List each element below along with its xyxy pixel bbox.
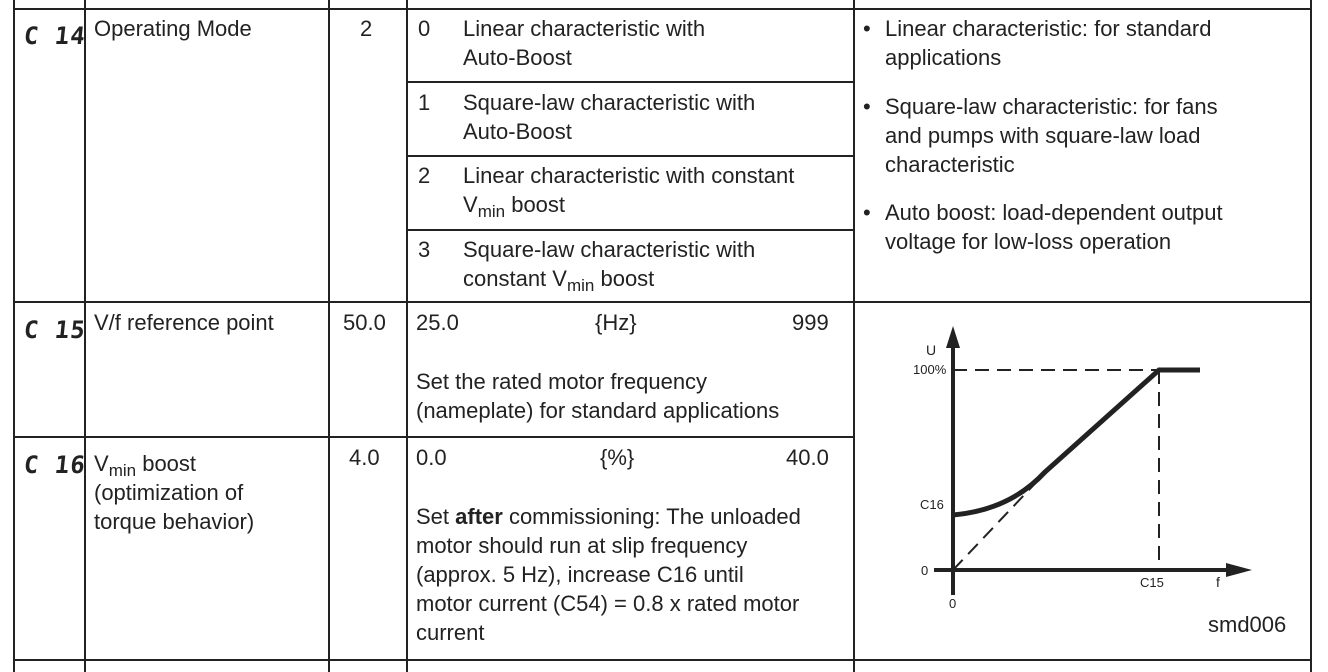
parameter-description: Set after commissioning: The unloaded mo… <box>416 502 801 647</box>
vf-curve <box>952 367 1200 518</box>
y-tick-c16: C16 <box>920 497 944 512</box>
option-line: Linear characteristic with <box>463 16 706 41</box>
subscript: min <box>477 202 506 221</box>
option-divider <box>407 81 854 83</box>
note-item: • Linear characteristic: for standard app… <box>863 14 1212 72</box>
note-text: Square-law characteristic: for fans and … <box>885 94 1218 177</box>
option-number: 0 <box>418 16 431 41</box>
option-line: Auto-Boost <box>463 45 572 70</box>
y-tick-zero: 0 <box>921 563 928 578</box>
range-unit: {%} <box>600 445 635 470</box>
bullet-icon: • <box>863 94 871 119</box>
option-line-part: boost <box>505 192 566 217</box>
option-number: 3 <box>418 237 431 262</box>
row-divider <box>14 659 1312 661</box>
x-tick-zero: 0 <box>949 596 956 611</box>
option-divider <box>407 155 854 157</box>
option-text: Square-law characteristic with constant V… <box>463 235 756 295</box>
parameter-name: Vmin boost (optimization of torque behav… <box>94 449 254 536</box>
description-emphasis: after <box>455 504 503 529</box>
description-part: Set <box>416 504 456 529</box>
range-min: 0.0 <box>416 445 447 470</box>
default-value: 4.0 <box>349 445 380 470</box>
default-value: 2 <box>360 16 373 41</box>
subscript: min <box>108 461 137 480</box>
parameter-description: Set the rated motor frequency (nameplate… <box>416 369 780 423</box>
figure-id: smd006 <box>1208 612 1286 637</box>
option-line: Square-law characteristic with <box>463 90 756 115</box>
x-axis-arrow <box>1226 563 1252 577</box>
bullet-icon: • <box>863 200 871 225</box>
note-item: • Auto boost: load-dependent output volta… <box>863 198 1223 256</box>
option-line: Square-law characteristic with <box>463 237 756 262</box>
option-number: 2 <box>418 163 431 188</box>
col-divider <box>13 0 15 672</box>
range-max: 40.0 <box>786 445 829 470</box>
option-line: Linear characteristic with constant <box>463 163 795 188</box>
range-unit: {Hz} <box>595 310 637 335</box>
col-divider <box>1310 0 1312 672</box>
description-part: commissioning: The unloaded motor should… <box>416 504 801 645</box>
y-tick-100pct: 100% <box>913 362 947 377</box>
note-text: Auto boost: load-dependent output voltag… <box>885 200 1223 254</box>
option-line: Auto-Boost <box>463 119 572 144</box>
x-tick-c15: C15 <box>1140 575 1164 590</box>
range-min: 25.0 <box>416 310 459 335</box>
option-line-part: constant V <box>463 266 567 291</box>
option-text: Linear characteristic with Auto-Boost <box>463 14 705 72</box>
note-item: • Square-law characteristic: for fans and… <box>863 92 1218 179</box>
subscript: min <box>566 276 595 295</box>
option-divider <box>407 229 854 231</box>
option-text: Square-law characteristic with Auto-Boost <box>463 88 755 146</box>
row-divider <box>14 436 854 438</box>
row-divider <box>14 301 1312 303</box>
x-axis-label: f <box>1216 574 1220 590</box>
name-part: boost (optimization of torque behavior) <box>94 451 255 534</box>
option-number: 1 <box>418 90 431 115</box>
table-border-top <box>14 8 1312 10</box>
option-line-part: boost <box>594 266 655 291</box>
bullet-icon: • <box>863 16 871 41</box>
col-divider <box>406 0 408 672</box>
default-value: 50.0 <box>343 310 386 335</box>
col-divider <box>328 0 330 672</box>
y-axis-label: U <box>926 342 936 358</box>
y-axis-arrow <box>946 326 960 348</box>
parameter-name: Operating Mode <box>94 16 252 41</box>
col-divider <box>84 0 86 672</box>
option-text: Linear characteristic with constant Vmin … <box>463 161 795 221</box>
col-divider <box>853 0 855 672</box>
range-max: 999 <box>792 310 829 335</box>
parameter-name: V/f reference point <box>94 310 274 335</box>
option-line-part: V <box>463 192 478 217</box>
note-text: Linear characteristic: for standard appl… <box>885 16 1212 70</box>
name-part: V <box>94 451 109 476</box>
